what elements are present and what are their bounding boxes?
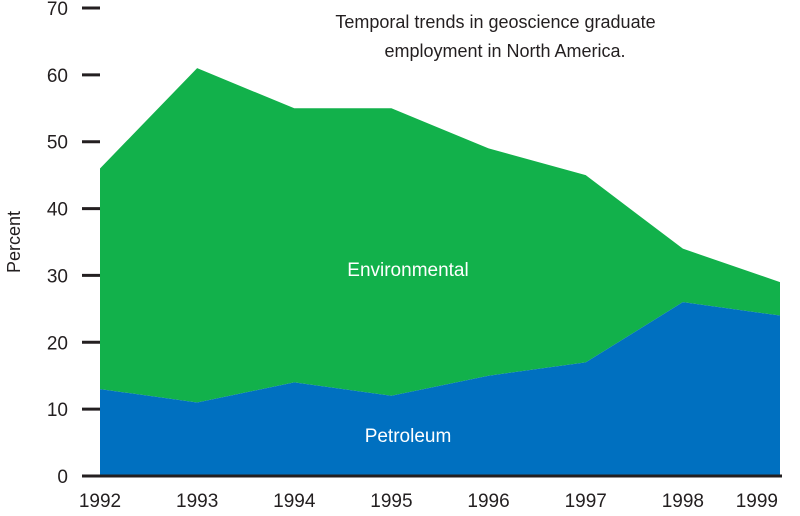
plot-areas [100,68,780,476]
x-axis: 1992 1993 1994 1995 1996 1997 1998 1999 [79,491,778,512]
y-tick-label: 10 [47,400,68,421]
x-tick-label: 1992 [79,491,121,512]
x-tick-label: 1996 [467,491,509,512]
x-tick-label: 1993 [176,491,218,512]
area-petroleum [100,302,780,476]
series-label-environmental: Environmental [347,260,468,281]
y-axis-title: Percent [4,211,24,273]
y-tick-label: 40 [47,200,68,221]
chart-title: Temporal trends in geoscience graduate e… [335,12,660,61]
x-tick-label: 1999 [736,491,778,512]
y-tick-label: 60 [47,66,68,87]
y-tick-label: 30 [47,266,68,287]
y-tick-label: 70 [47,0,68,20]
chart-title-line-1: Temporal trends in geoscience graduate [335,12,655,32]
y-tick-label: 20 [47,333,68,354]
x-tick-label: 1994 [273,491,316,512]
y-axis: 0 10 20 30 40 50 60 70 [47,0,100,488]
area-environmental [100,68,780,403]
area-labels: Environmental Petroleum [347,260,468,447]
x-tick-label: 1995 [370,491,412,512]
series-label-petroleum: Petroleum [365,426,452,447]
y-tick-label: 0 [57,467,68,488]
chart-title-line-2: employment in North America. [384,41,625,61]
x-tick-label: 1997 [565,491,607,512]
y-tick-label: 50 [47,133,68,154]
x-tick-label: 1998 [662,491,704,512]
